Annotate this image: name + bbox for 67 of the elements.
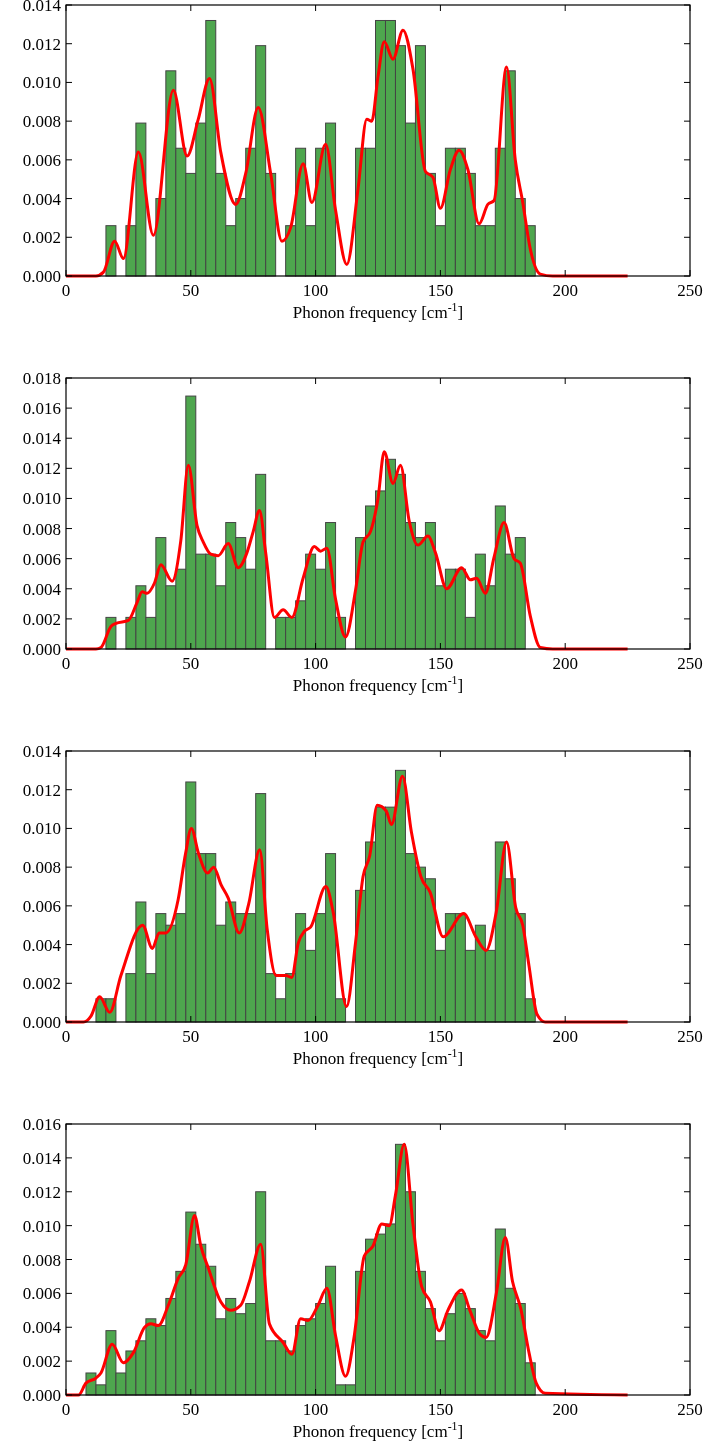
y-tick-label: 0.010 bbox=[22, 1216, 61, 1236]
x-axis-title: Phonon frequency [cm$^{-1}$] bbox=[292, 1046, 464, 1068]
x-tick-label: 150 bbox=[427, 654, 454, 673]
y-tick-label: 0.004 bbox=[22, 935, 62, 955]
y-tick-label: 0.002 bbox=[22, 228, 61, 248]
y-tick-label: 0.000 bbox=[22, 267, 61, 286]
line-series bbox=[64, 774, 630, 1024]
line-series bbox=[64, 1142, 630, 1397]
x-tick-label: 200 bbox=[552, 1027, 578, 1046]
y-tick-label: 0.010 bbox=[22, 489, 61, 509]
y-tick-label: 0.012 bbox=[22, 780, 61, 800]
y-tick-label: 0.004 bbox=[22, 1318, 62, 1338]
y-tick-label: 0.000 bbox=[22, 640, 61, 659]
line-series bbox=[64, 28, 630, 278]
line-series bbox=[64, 450, 630, 651]
x-tick-label: 200 bbox=[552, 281, 578, 300]
x-tick-label: 150 bbox=[427, 1027, 454, 1046]
y-tick-label: 0.004 bbox=[22, 189, 62, 209]
y-tick-label: 0.008 bbox=[22, 112, 61, 132]
y-tick-label: 0.002 bbox=[22, 609, 61, 629]
y-tick-label: 0.014 bbox=[22, 1148, 62, 1168]
y-tick-label: 0.014 bbox=[22, 742, 62, 761]
x-tick-label: 0 bbox=[61, 1400, 71, 1419]
y-tick-label: 0.006 bbox=[22, 1284, 61, 1304]
x-tick-label: 0 bbox=[61, 281, 71, 300]
y-tick-label: 0.008 bbox=[22, 1250, 61, 1270]
y-tick-label: 0.016 bbox=[22, 399, 61, 419]
x-tick-label: 0 bbox=[61, 654, 71, 673]
y-tick-label: 0.006 bbox=[22, 150, 61, 170]
y-tick-label: 0.008 bbox=[22, 858, 61, 878]
y-tick-label: 0.010 bbox=[22, 819, 61, 839]
y-tick-label: 0.006 bbox=[22, 896, 61, 916]
x-tick-label: 250 bbox=[677, 654, 703, 673]
y-tick-label: 0.012 bbox=[22, 459, 61, 479]
y-tick-label: 0.000 bbox=[22, 1013, 61, 1032]
y-tick-label: 0.002 bbox=[22, 1352, 61, 1372]
x-tick-label: 100 bbox=[302, 1027, 329, 1046]
x-axis-title: Phonon frequency [cm$^{-1}$] bbox=[292, 673, 464, 695]
x-tick-label: 200 bbox=[552, 654, 578, 673]
y-tick-label: 0.000 bbox=[22, 1386, 61, 1405]
x-axis-title: Phonon frequency [cm$^{-1}$] bbox=[292, 1419, 464, 1441]
x-tick-label: 100 bbox=[302, 654, 329, 673]
y-tick-label: 0.006 bbox=[22, 549, 61, 569]
x-tick-label: 250 bbox=[677, 1400, 703, 1419]
x-tick-label: 100 bbox=[302, 281, 329, 300]
x-tick-label: 100 bbox=[302, 1400, 329, 1419]
x-tick-label: 50 bbox=[182, 654, 200, 673]
y-tick-label: 0.018 bbox=[22, 369, 61, 388]
y-tick-label: 0.016 bbox=[22, 1115, 61, 1134]
y-tick-label: 0.014 bbox=[22, 0, 62, 15]
y-tick-label: 0.002 bbox=[22, 974, 61, 994]
x-tick-label: 50 bbox=[182, 1400, 200, 1419]
x-tick-label: 200 bbox=[552, 1400, 578, 1419]
x-tick-label: 0 bbox=[61, 1027, 71, 1046]
x-tick-label: 150 bbox=[427, 281, 454, 300]
y-tick-label: 0.004 bbox=[22, 579, 62, 599]
x-tick-label: 50 bbox=[182, 1027, 200, 1046]
x-tick-label: 250 bbox=[677, 1027, 703, 1046]
x-tick-label: 150 bbox=[427, 1400, 454, 1419]
x-tick-label: 50 bbox=[182, 281, 200, 300]
y-tick-label: 0.012 bbox=[22, 34, 61, 54]
y-tick-label: 0.012 bbox=[22, 1182, 61, 1202]
y-tick-label: 0.008 bbox=[22, 519, 61, 539]
x-tick-label: 250 bbox=[677, 281, 703, 300]
y-tick-label: 0.010 bbox=[22, 73, 61, 93]
y-tick-label: 0.014 bbox=[22, 429, 62, 449]
x-axis-title: Phonon frequency [cm$^{-1}$] bbox=[292, 300, 464, 322]
